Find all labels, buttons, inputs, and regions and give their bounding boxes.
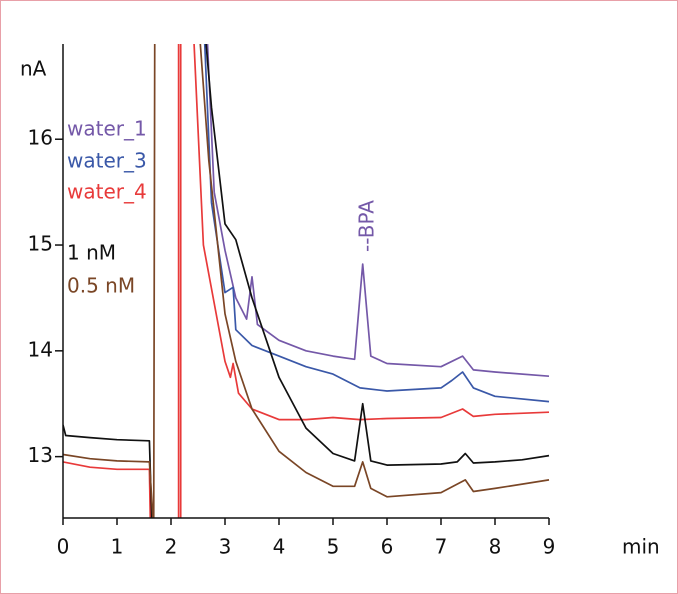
x-tick-label: 9 [543,535,556,559]
y-axis-label: nA [20,57,47,81]
legend-entry: 0.5 nM [67,274,135,298]
legend-entry: water_3 [67,149,147,173]
series-line [63,44,550,518]
legend-entry: water_1 [67,117,147,141]
x-tick-label: 6 [381,535,394,559]
y-tick-label: 16 [28,126,53,150]
plot-area [63,44,550,518]
series-line [63,44,550,518]
x-tick-label: 5 [327,535,340,559]
x-tick-label: 1 [111,535,124,559]
series-line [206,44,550,378]
x-tick-label: 4 [273,535,286,559]
x-tick-label: 2 [165,535,178,559]
x-tick-label: 0 [57,535,70,559]
x-tick-label: 8 [489,535,502,559]
legend-entry: 1 nM [67,241,116,265]
x-tick-label: 3 [219,535,232,559]
y-tick-label: 14 [28,337,53,361]
x-axis-label: min [622,535,660,559]
annotation: --BPA [355,200,379,252]
x-tick-label: 7 [435,535,448,559]
y-tick-label: 15 [28,232,53,256]
series-line [63,44,550,518]
series-line [203,44,550,403]
legend-entry: water_4 [67,180,147,204]
y-tick-label: 13 [28,443,53,467]
